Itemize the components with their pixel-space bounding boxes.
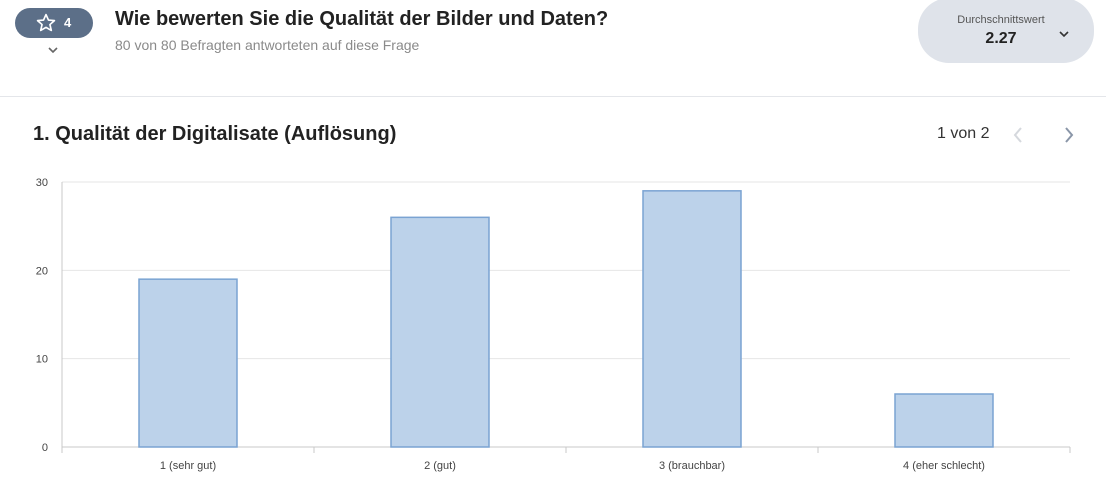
bar bbox=[390, 216, 490, 448]
chevron-right-icon[interactable] bbox=[1061, 124, 1077, 146]
question-type-count: 4 bbox=[64, 15, 72, 30]
average-label: Durchschnittswert bbox=[957, 14, 1045, 26]
x-tick-label: 3 (brauchbar) bbox=[659, 460, 725, 472]
y-tick-label: 20 bbox=[36, 265, 48, 277]
question-type-pill[interactable]: 4 bbox=[15, 8, 93, 38]
y-tick-label: 0 bbox=[42, 442, 48, 454]
question-title: Wie bewerten Sie die Qualität der Bilder… bbox=[115, 8, 609, 30]
pager-text: 1 von 2 bbox=[937, 125, 990, 142]
star-icon bbox=[35, 12, 57, 39]
x-tick-label: 2 (gut) bbox=[424, 460, 456, 472]
chevron-down-icon bbox=[1058, 26, 1070, 44]
x-tick-label: 4 (eher schlecht) bbox=[903, 460, 985, 472]
y-tick-label: 30 bbox=[36, 177, 48, 189]
bar bbox=[894, 393, 994, 448]
chevron-down-icon[interactable] bbox=[47, 42, 59, 60]
y-tick-label: 10 bbox=[36, 354, 48, 366]
question-header: 4 Wie bewerten Sie die Qualität der Bild… bbox=[0, 0, 1106, 97]
x-tick-label: 1 (sehr gut) bbox=[160, 460, 216, 472]
average-value: 2.27 bbox=[985, 30, 1017, 47]
bar bbox=[138, 278, 238, 448]
bar bbox=[642, 190, 742, 448]
average-dropdown[interactable]: Durchschnittswert 2.27 bbox=[918, 0, 1094, 63]
chart-title: 1. Qualität der Digitalisate (Auflösung) bbox=[33, 123, 397, 145]
question-subtitle: 80 von 80 Befragten antworteten auf dies… bbox=[115, 37, 420, 53]
bar-chart: 0 10 20 30 1 (sehr gut) 2 (gut) 3 (brauchbar) 4… bbox=[36, 177, 1071, 472]
chevron-left-icon[interactable] bbox=[1010, 124, 1026, 146]
